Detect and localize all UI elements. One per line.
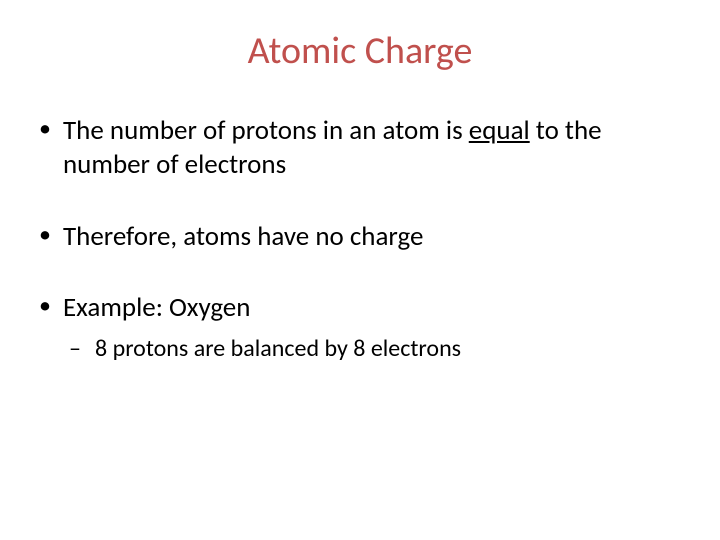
slide-title: Atomic Charge: [35, 28, 685, 74]
bullet-3-text: Example: Oxygen: [63, 291, 250, 324]
bullet-item-2: Therefore, atoms have no charge: [35, 220, 685, 254]
bullet-1-underlined: equal: [469, 114, 530, 147]
bullet-list: The number of protons in an atom is equa…: [35, 114, 685, 364]
bullet-1-text-pre: The number of protons in an atom is: [63, 114, 469, 147]
bullet-item-1: The number of protons in an atom is equa…: [35, 114, 685, 182]
bullet-2-text: Therefore, atoms have no charge: [63, 220, 423, 253]
bullet-item-3: Example: Oxygen: [35, 291, 685, 325]
sub-bullet-1-text: 8 protons are balanced by 8 electrons: [95, 334, 461, 363]
sub-bullet-item-1: 8 protons are balanced by 8 electrons: [35, 333, 685, 364]
